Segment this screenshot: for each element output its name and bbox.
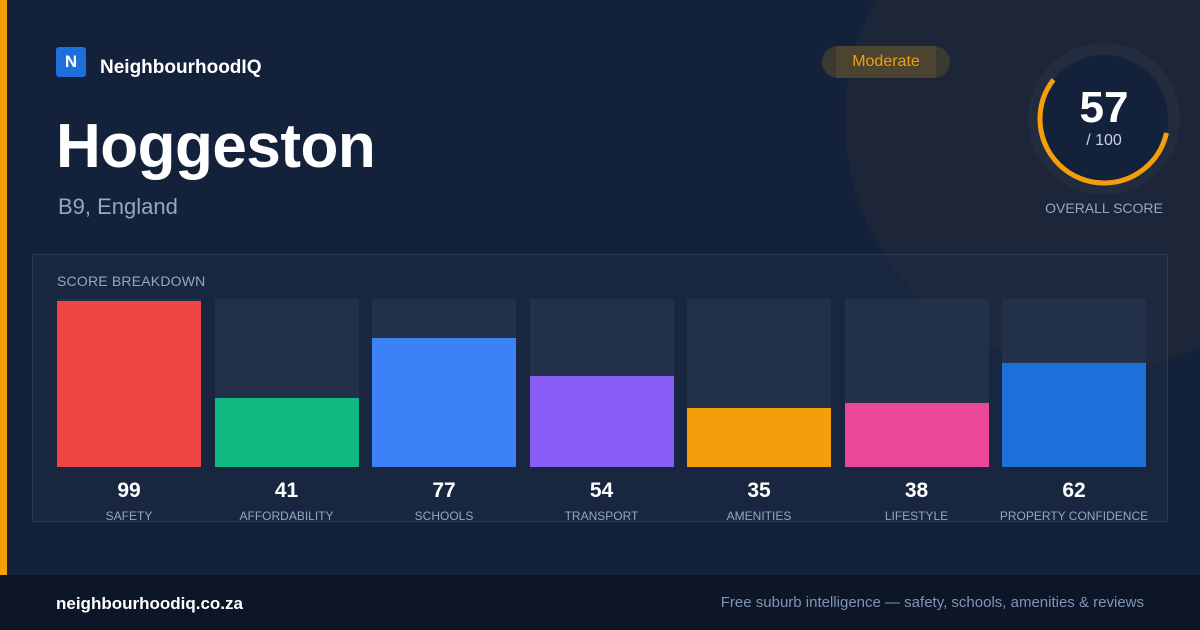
score-bar-value: 77 — [432, 479, 456, 502]
score-bar-track — [1002, 299, 1146, 467]
score-ring-arc — [1037, 52, 1171, 186]
score-bar-amenities: 35 AMENITIES — [687, 299, 831, 523]
score-bar-label: PROPERTY CONFIDENCE — [999, 509, 1149, 523]
overall-score-label: OVERALL SCORE — [1045, 200, 1163, 216]
footer-domain: neighbourhoodiq.co.za — [56, 594, 243, 613]
suburb-title: Hoggeston — [56, 112, 376, 181]
score-bar-fill — [844, 403, 989, 467]
score-ring-inner — [1040, 55, 1168, 183]
score-bar-value: 62 — [1062, 479, 1086, 502]
footer-tagline: Free suburb intelligence — safety, schoo… — [720, 594, 1144, 611]
score-bar-fill — [529, 376, 674, 467]
score-bar-lifestyle: 38 LIFESTYLE — [844, 299, 989, 523]
accent-stripe — [0, 0, 7, 575]
score-bar-fill — [214, 398, 359, 467]
score-breakdown-panel: SCORE BREAKDOWN 99 SAFETY 41 AFFORDABILITY 7… — [32, 254, 1168, 523]
suburb-location: B9, England — [58, 194, 178, 219]
score-bar-track — [214, 299, 359, 467]
footer: neighbourhoodiq.co.za Free suburb intell… — [0, 575, 1200, 630]
score-bar-track — [529, 299, 674, 467]
score-bar-transport: 54 TRANSPORT — [529, 299, 674, 523]
score-bar-fill — [372, 337, 516, 467]
score-bar-fill — [1002, 362, 1146, 467]
score-bar-track — [687, 299, 831, 467]
score-breakdown-title: SCORE BREAKDOWN — [57, 273, 206, 289]
score-bar-label: AMENITIES — [726, 509, 792, 523]
score-bar-fill — [57, 300, 201, 467]
score-bar-fill — [687, 408, 831, 467]
score-bar-label: LIFESTYLE — [884, 509, 949, 523]
score-bar-track — [372, 299, 516, 467]
score-bar-value: 38 — [904, 479, 929, 502]
brand: N NeighbourhoodIQ — [56, 46, 261, 78]
score-bar-label: TRANSPORT — [564, 509, 639, 523]
score-bar-affordability: 41 AFFORDABILITY — [214, 299, 359, 523]
score-bar-property-confidence: 62 PROPERTY CONFIDENCE — [1000, 299, 1148, 523]
brand-logo-icon: N — [56, 47, 86, 77]
rating-badge-label: Moderate — [852, 53, 920, 70]
score-bar-track — [57, 299, 201, 467]
score-bar-value: 35 — [747, 479, 771, 502]
score-bar-schools: 77 SCHOOLS — [372, 299, 516, 523]
overall-score-value: 57 — [1079, 83, 1129, 132]
score-bar-label: SAFETY — [105, 509, 153, 523]
score-bar-label: AFFORDABILITY — [239, 509, 334, 523]
overall-score-max: / 100 — [1086, 132, 1122, 149]
score-bar-value: 99 — [117, 479, 141, 502]
score-bar-track — [844, 299, 989, 467]
score-bar-value: 41 — [274, 479, 299, 502]
score-bar-label: SCHOOLS — [414, 509, 474, 523]
rating-badge: Moderate — [822, 46, 950, 78]
score-bar-value: 54 — [589, 479, 614, 502]
brand-name: NeighbourhoodIQ — [100, 57, 262, 78]
score-bar-safety: 99 SAFETY — [57, 299, 201, 523]
overall-score-ring — [1028, 43, 1180, 195]
